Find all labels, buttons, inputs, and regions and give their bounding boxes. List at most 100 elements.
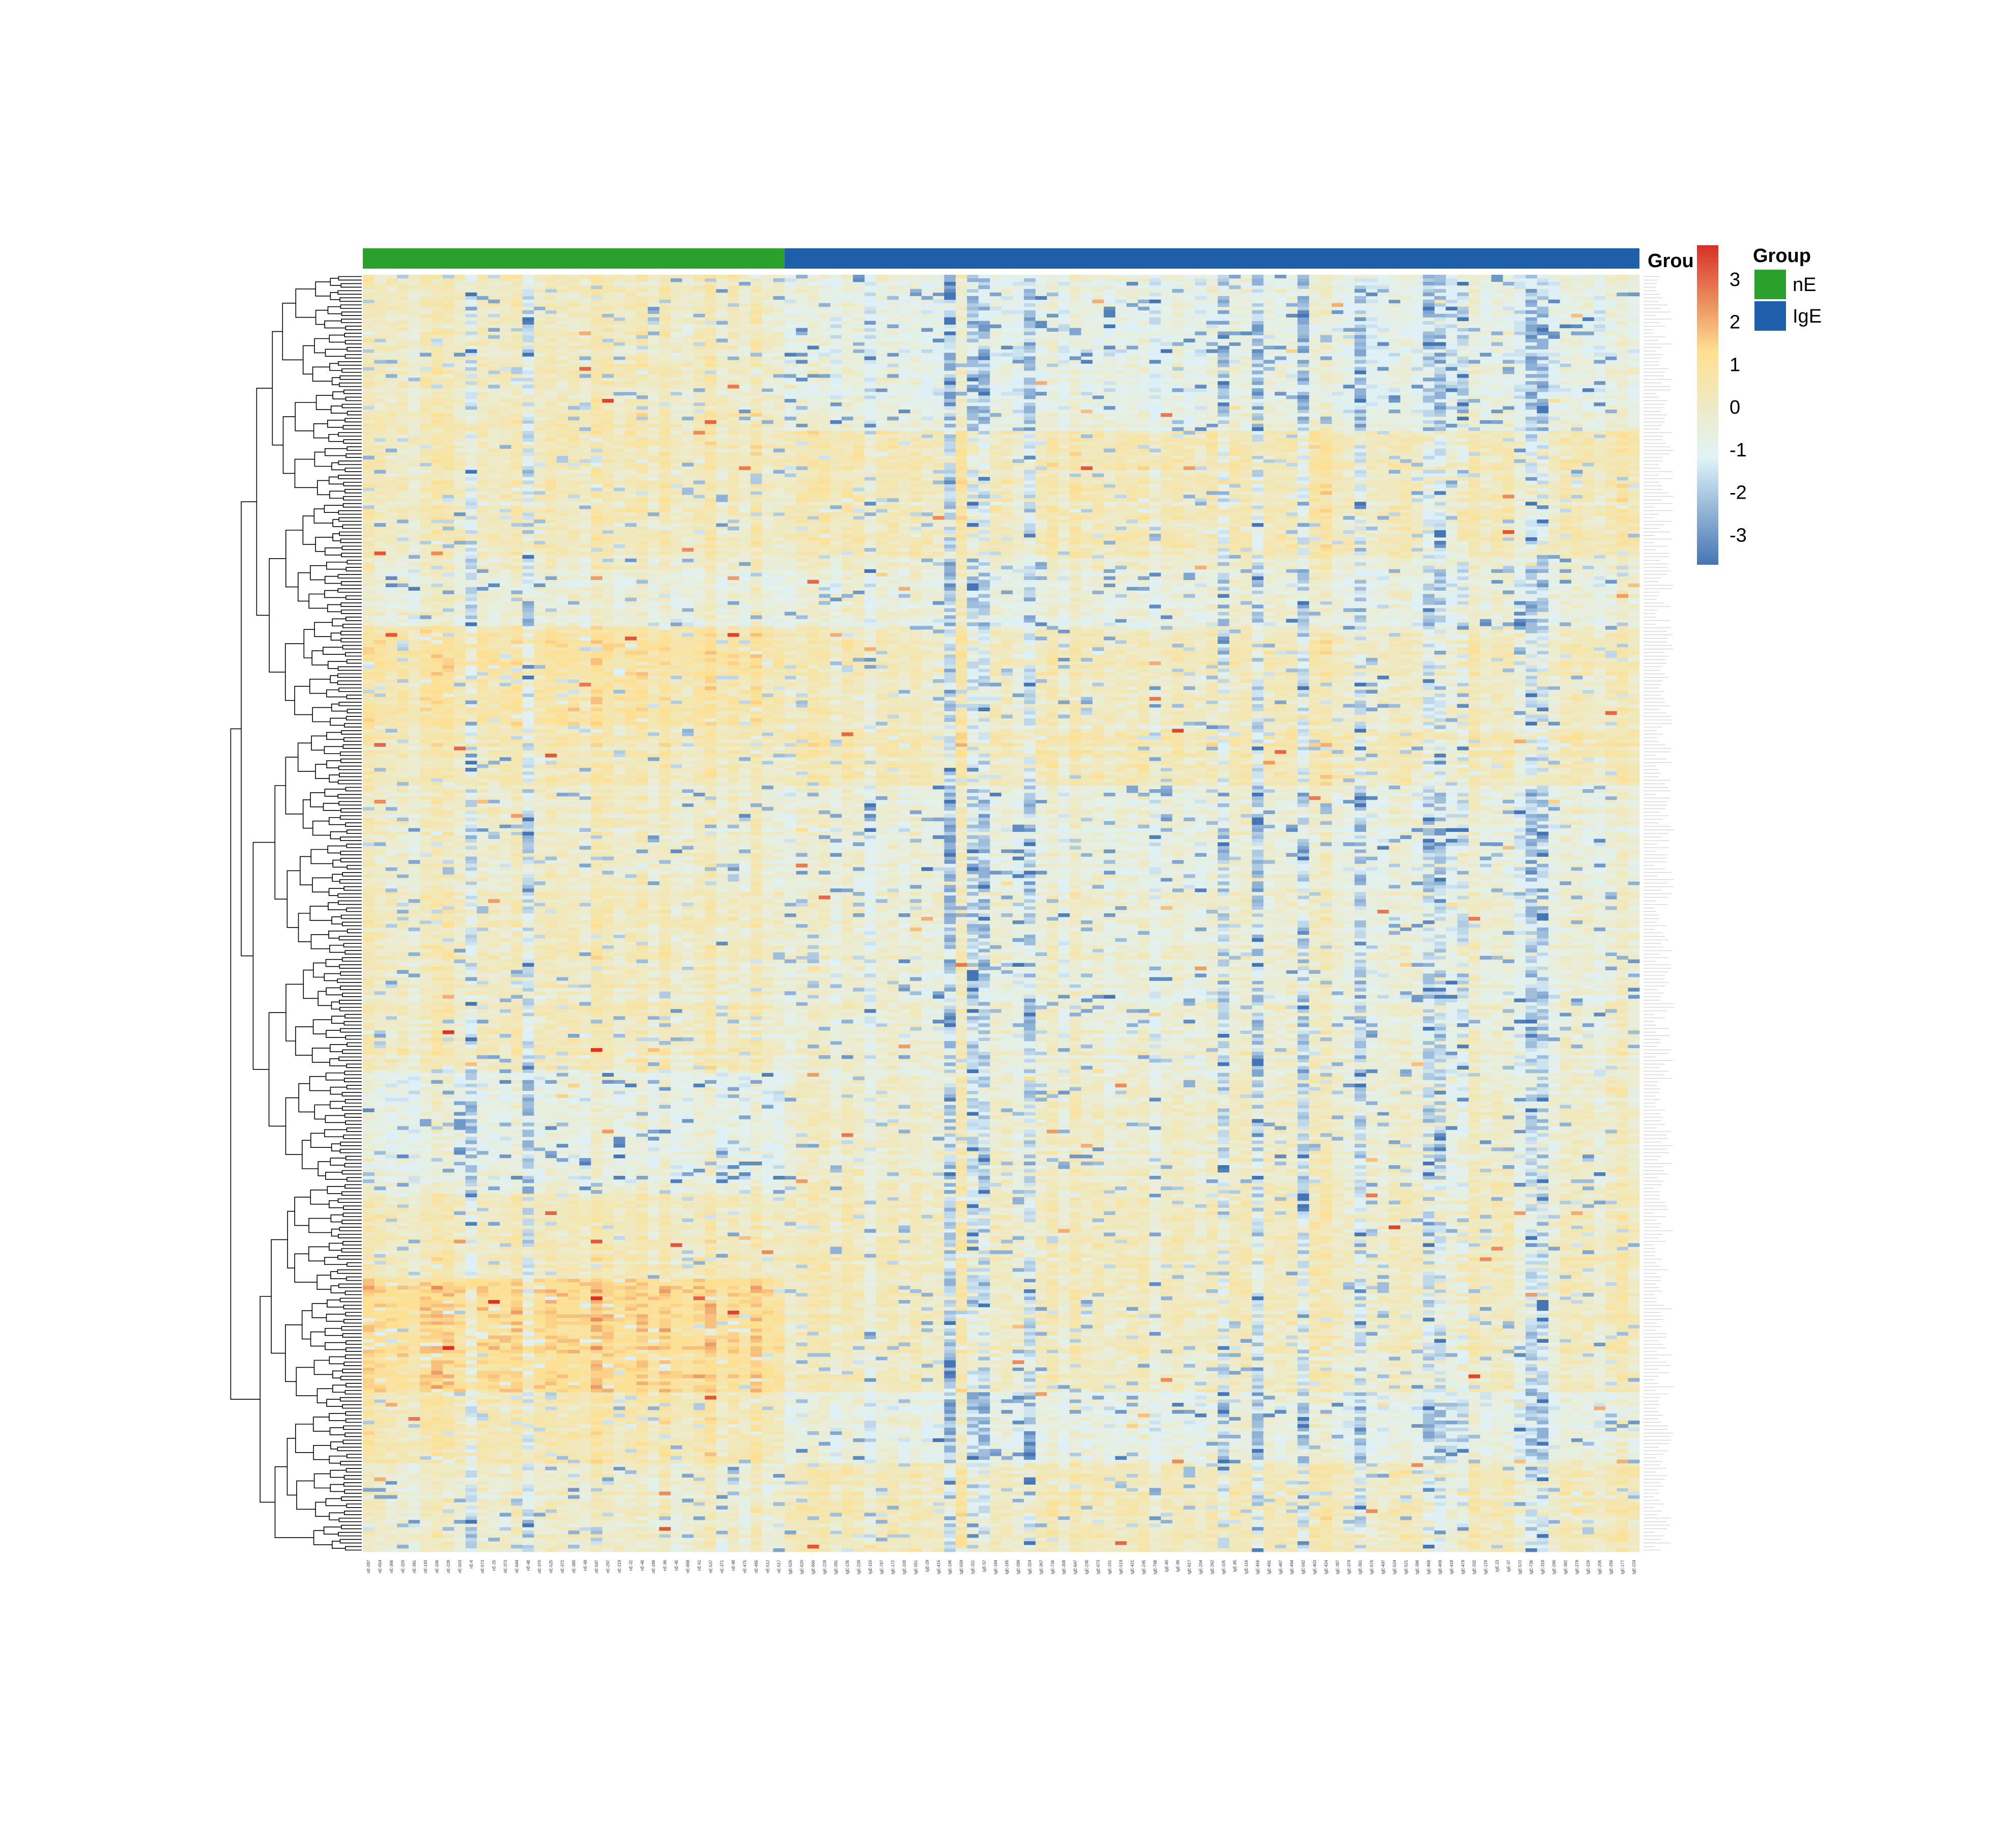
column-label: IgE-494 [1290,1559,1294,1574]
column-label: nE-495 [754,1559,759,1573]
column-label: IgE-620 [799,1559,804,1574]
column-label: nE-373 [503,1559,508,1573]
column-label: IgE-311 [970,1559,975,1574]
colorbar-tick-label: 0 [1730,397,1740,418]
column-label: IgE-239 [856,1559,861,1574]
column-label: IgE-308 [1062,1559,1067,1574]
column-label: nE-98 [731,1559,736,1571]
column-label: IgE-185 [1005,1559,1010,1574]
column-label: nE-25 [492,1559,497,1571]
column-label: IgE-196 [948,1559,953,1574]
annotation-ne [363,248,785,269]
colorbar-tick-label: -3 [1730,525,1747,546]
column-label: IgE-519 [1119,1559,1124,1574]
column-label: IgE-798 [1153,1559,1158,1574]
column-label: nE-372 [560,1559,565,1573]
column-label: nE-186 [651,1559,656,1573]
group-annotation-track [363,248,1639,269]
legend-title: Group [1753,245,1811,267]
column-label: nE-547 [594,1559,599,1573]
column-label: nE-49 [583,1559,588,1571]
column-label: IgE-367 [1039,1559,1044,1574]
column-label: IgE-521 [1404,1559,1408,1574]
column-label: IgE-23 [1495,1559,1500,1572]
row-dendrogram [230,276,362,1551]
column-label: nE-381 [412,1559,417,1573]
column-label: IgE-29 [925,1559,930,1572]
column-label: IgE-332 [1472,1559,1477,1574]
column-label: IgE-379 [1347,1559,1351,1574]
column-label: IgE-226 [1586,1559,1591,1574]
column-label: nE-46 [640,1559,645,1571]
column-label: IgE-736 [1050,1559,1055,1574]
column-label: nE-61 [697,1559,702,1571]
column-label: IgE-524 [1392,1559,1397,1574]
column-label: IgE-418 [1449,1559,1454,1574]
column-label: nE-336 [435,1559,440,1573]
column-label: IgE-129 [1484,1559,1488,1574]
column-label: IgE-382 [1563,1559,1568,1574]
column-label: IgE-236 [1085,1559,1089,1574]
column-label: IgE-105 [1221,1559,1226,1574]
colorbar-gradient [1697,245,1718,565]
column-label: nE-32 [628,1559,633,1571]
column-label: IgE-491 [1267,1559,1272,1574]
column-label: nE-48 [526,1559,531,1571]
column-label: nE-644 [514,1559,519,1573]
column-label: nE-297 [606,1559,611,1573]
column-label: IgE-262 [1210,1559,1215,1574]
column-label: IgE-526 [788,1559,793,1574]
column-label: IgE-576 [1370,1559,1374,1574]
column-label: IgE-647 [1073,1559,1078,1574]
column-label: IgE-256 [1609,1559,1614,1574]
column-label: IgE-37 [1506,1559,1511,1572]
column-label: IgE-151 [1107,1559,1112,1574]
column-label: nE-6 [469,1559,474,1568]
column-label: IgE-85 [1233,1559,1237,1572]
column-label: IgE-324 [1028,1559,1032,1574]
column-label: IgE-562 [1301,1559,1306,1574]
group-legend: Group nE IgE [1753,245,1822,331]
column-label: IgE-318 [1541,1559,1545,1574]
column-label: IgE-479 [1461,1559,1465,1574]
column-label: nE-371 [720,1559,725,1573]
column-label: IgE-57 [982,1559,987,1572]
column-label: nE-143 [423,1559,428,1573]
row-label-marks [1644,276,1674,1551]
column-label: IgE-116 [1244,1559,1249,1574]
column-label: IgE-572 [1518,1559,1522,1574]
column-label: nE-287 [366,1559,371,1573]
column-label: IgE-487 [1278,1559,1283,1574]
column-label: nE-45 [674,1559,679,1571]
column-label: IgE-86 [1176,1559,1180,1572]
legend-swatch-ne [1754,270,1786,299]
colorbar-tick-label: -2 [1730,482,1747,504]
column-label: IgE-415 [936,1559,941,1574]
column-label: IgE-736 [1529,1559,1534,1574]
column-label: IgE-559 [959,1559,964,1574]
column-label: IgE-403 [1313,1559,1317,1574]
column-label: nE-96 [663,1559,668,1571]
column-label: IgE-551 [913,1559,918,1574]
column-labels: nE-287 nE-654 nE-366 nE-326 nE-381 nE-143 nE-3… [366,1559,1636,1574]
column-label: IgE-673 [1096,1559,1101,1574]
column-label: IgE-110 [868,1559,873,1574]
column-label: IgE-245 [1142,1559,1146,1574]
colorbar-tick-label: 1 [1730,354,1740,375]
column-label: IgE-787 [879,1559,884,1574]
column-label: nE-370 [537,1559,542,1573]
column-label: IgE-456 [1256,1559,1260,1574]
column-label: IgE-206 [1598,1559,1602,1574]
colorbar-tick-label: 2 [1730,312,1740,333]
column-label: nE-668 [685,1559,690,1573]
column-label: IgE-397 [1335,1559,1340,1574]
legend-label-ige: IgE [1793,306,1822,327]
column-label: nE-219 [617,1559,622,1573]
heatmap-body [363,275,1640,1552]
column-label: IgE-204 [1199,1559,1203,1574]
column-label: IgE-290 [1552,1559,1557,1574]
column-label: nE-228 [446,1559,451,1573]
column-label: IgE-279 [1575,1559,1579,1574]
column-label: IgE-409 [1438,1559,1443,1574]
